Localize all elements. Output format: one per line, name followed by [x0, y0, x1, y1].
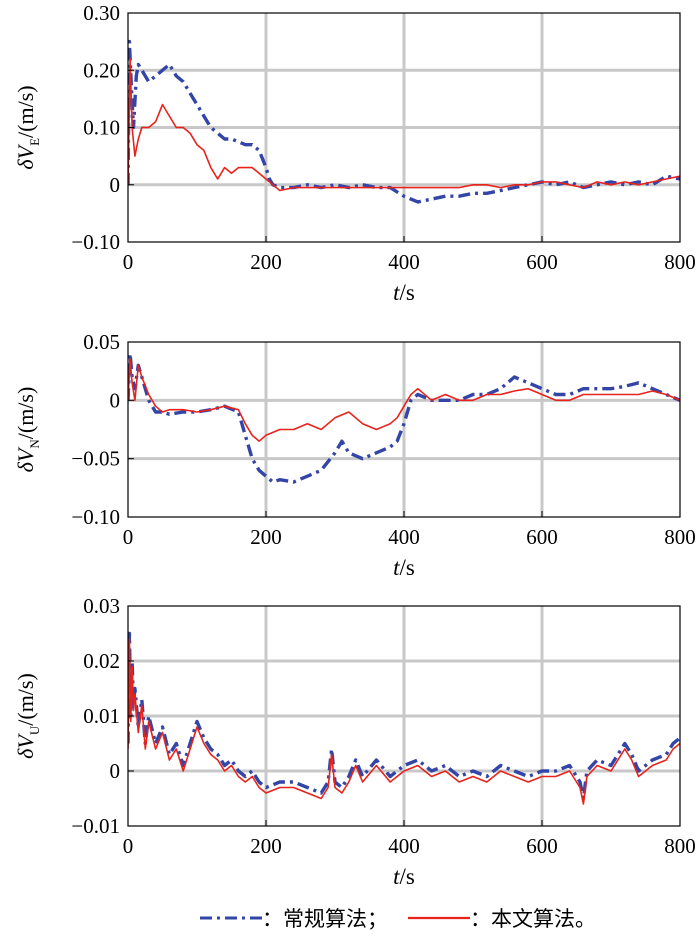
panel-ve-xtick-label-0: 0 — [123, 250, 134, 274]
panel-ve-ytick-label-4: 0.30 — [83, 1, 120, 25]
panel-vn-ytick-label-0: −0.10 — [71, 505, 120, 529]
panel-ve: 0 200 400 600 800−0.1000.100.200.30t/sδVE/(m… — [13, 1, 696, 305]
panel-vn-xlabel: t/s — [393, 555, 415, 580]
legend-proposed-label: ：本文算法。 — [470, 907, 596, 931]
panel-ve-ytick-label-3: 0.20 — [83, 58, 120, 82]
panel-vu-xtick-label-4: 800 — [664, 834, 696, 858]
panel-vu-ytick-label-4: 0.03 — [83, 594, 120, 618]
panel-vu-xtick-label-1: 200 — [250, 834, 282, 858]
panel-vu-ytick-label-1: 0 — [110, 759, 121, 783]
panel-vn-xtick-label-1: 200 — [250, 525, 282, 549]
panel-ve-ylabel: δVE/(m/s) — [13, 85, 42, 169]
panel-vu-ytick-label-2: 0.01 — [83, 704, 120, 728]
panel-vu-xtick-label-0: 0 — [123, 834, 134, 858]
panel-vn-series-conventional — [128, 352, 680, 484]
panel-vn-ytick-label-1: −0.05 — [71, 447, 120, 471]
panel-vu-xtick-label-3: 600 — [526, 834, 558, 858]
panel-ve-xtick-label-4: 800 — [664, 250, 696, 274]
panel-vn-ytick-label-3: 0.05 — [83, 330, 120, 354]
panel-vu-ytick-label-3: 0.02 — [83, 649, 120, 673]
panel-vu-ytick-label-0: −0.01 — [71, 814, 120, 838]
panel-ve-xtick-label-3: 600 — [526, 250, 558, 274]
panel-ve-ytick-label-1: 0 — [110, 173, 121, 197]
panel-vn-ylabel: δVN/(m/s) — [13, 387, 42, 473]
panel-vn-xtick-label-4: 800 — [664, 525, 696, 549]
panel-ve-series-conventional — [128, 39, 680, 204]
legend-conventional-label: ：常规算法； — [262, 907, 388, 931]
panel-ve-xlabel: t/s — [393, 280, 415, 305]
panel-vu-series-conventional — [128, 631, 680, 801]
plots-container: 0 200 400 600 800−0.1000.100.200.30t/sδVE/(m… — [13, 1, 696, 889]
panel-vu: 0 200 400 600 800−0.0100.010.020.03t/sδVU/(m… — [13, 594, 696, 889]
panel-ve-ytick-label-0: −0.10 — [71, 230, 120, 254]
panel-vn: 0 200 400 600 800 −0.10 −0.05 0 0.05 t/s δVN/(m/s) — [13, 330, 696, 580]
panel-ve-series-proposed — [128, 57, 680, 192]
panel-vn-xtick-label-2: 400 — [388, 525, 420, 549]
panel-ve-xtick-label-2: 400 — [388, 250, 420, 274]
panel-vn-series-proposed — [128, 358, 680, 443]
legend: ：常规算法； ：本文算法。 — [200, 907, 596, 931]
panel-vu-series-proposed — [128, 638, 680, 805]
panel-vu-xlabel: t/s — [393, 864, 415, 889]
panel-ve-xtick-label-1: 200 — [250, 250, 282, 274]
panel-vn-xtick-label-3: 600 — [526, 525, 558, 549]
panel-vu-xtick-label-2: 400 — [388, 834, 420, 858]
panel-ve-ytick-label-2: 0.10 — [83, 116, 120, 140]
panel-vn-xtick-label-0: 0 — [123, 525, 134, 549]
panel-vn-ytick-label-2: 0 — [110, 388, 121, 412]
panel-vu-ylabel: δVU/(m/s) — [13, 673, 42, 759]
